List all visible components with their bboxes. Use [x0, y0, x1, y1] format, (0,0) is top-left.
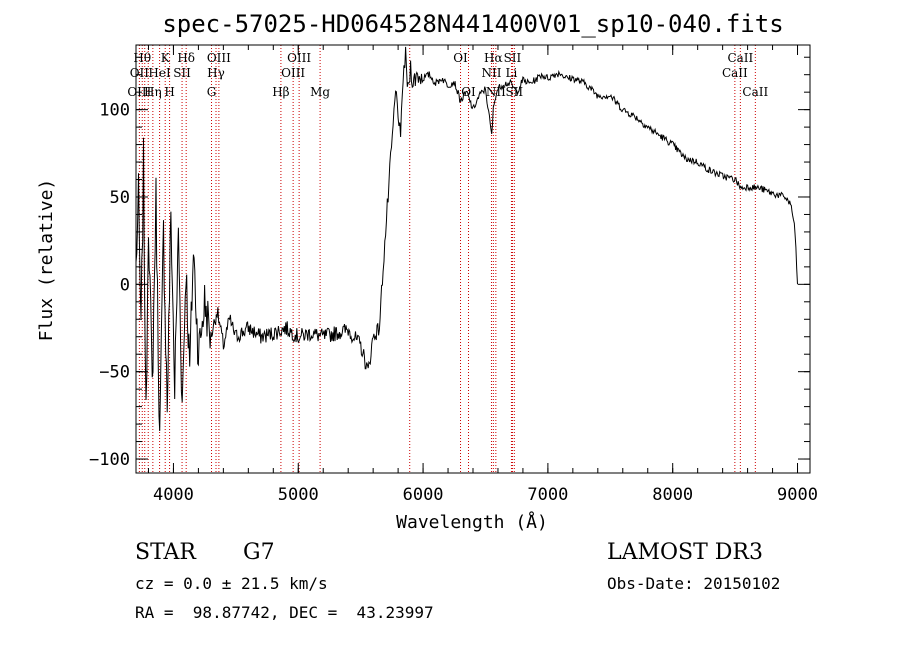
- x-tick-label-0: 4000: [153, 485, 194, 505]
- line-label-22: Li: [506, 66, 518, 80]
- x-tick-label-2: 6000: [403, 485, 444, 505]
- line-label-17: OI: [461, 85, 476, 99]
- line-label-15: Mg: [310, 85, 330, 99]
- survey-name: LAMOST DR3: [607, 540, 763, 565]
- line-label-21: SII: [504, 51, 522, 65]
- line-label-16: OI: [453, 51, 468, 65]
- coordinates-ra-dec: RA = 98.87742, DEC = 43.23997: [135, 603, 434, 622]
- line-label-25: CaII: [722, 66, 748, 80]
- y-tick-label-4: 100: [99, 101, 130, 121]
- observation-date: Obs-Date: 20150102: [607, 574, 781, 593]
- redshift-cz: cz = 0.0 ± 21.5 km/s: [135, 574, 328, 593]
- line-label-18: Hα: [484, 51, 503, 65]
- line-label-9: Hγ: [207, 66, 225, 80]
- line-label-19: NII: [481, 66, 501, 80]
- x-tick-label-1: 5000: [278, 485, 319, 505]
- line-label-1: OII: [130, 66, 150, 80]
- line-label-8: Hδ: [177, 51, 195, 65]
- y-axis-label: Flux (relative): [36, 179, 57, 342]
- line-label-6: H: [164, 85, 174, 99]
- x-tick-label-3: 7000: [527, 485, 568, 505]
- line-label-11: G: [207, 85, 217, 99]
- line-label-3: HeI: [148, 66, 171, 80]
- line-label-7: SII: [173, 66, 191, 80]
- y-tick-label-2: 0: [120, 275, 130, 295]
- y-tick-label-3: 50: [110, 188, 130, 208]
- line-label-12: Hβ: [272, 85, 289, 99]
- line-label-24: CaII: [727, 51, 753, 65]
- line-label-0: Hθ: [133, 51, 151, 65]
- line-label-13: OIII: [287, 51, 311, 65]
- line-label-5: K: [161, 51, 171, 65]
- line-label-26: CaII: [742, 85, 768, 99]
- x-axis-ticks: 4000 5000 6000 7000 8000 9000: [147, 45, 818, 505]
- line-label-23: SII: [505, 85, 523, 99]
- spectrum-line: [135, 46, 798, 432]
- spectral-line-markers: [138, 45, 756, 473]
- x-tick-label-4: 8000: [652, 485, 693, 505]
- object-subclass: G7: [243, 540, 275, 565]
- plot-frame: [135, 44, 811, 474]
- y-axis-ticks: −100 −50 0 50 100: [89, 56, 810, 470]
- line-label-10: OIII: [207, 51, 231, 65]
- object-class: STAR: [135, 540, 196, 565]
- x-axis-label: Wavelength (Å): [396, 511, 548, 533]
- line-label-4: Hη: [144, 85, 162, 99]
- chart-title: spec-57025-HD064528N441400V01_sp10-040.f…: [162, 10, 783, 38]
- y-tick-label-0: −100: [89, 450, 130, 470]
- line-label-14: OIII: [281, 66, 305, 80]
- x-tick-label-5: 9000: [777, 485, 818, 505]
- y-tick-label-1: −50: [99, 363, 130, 383]
